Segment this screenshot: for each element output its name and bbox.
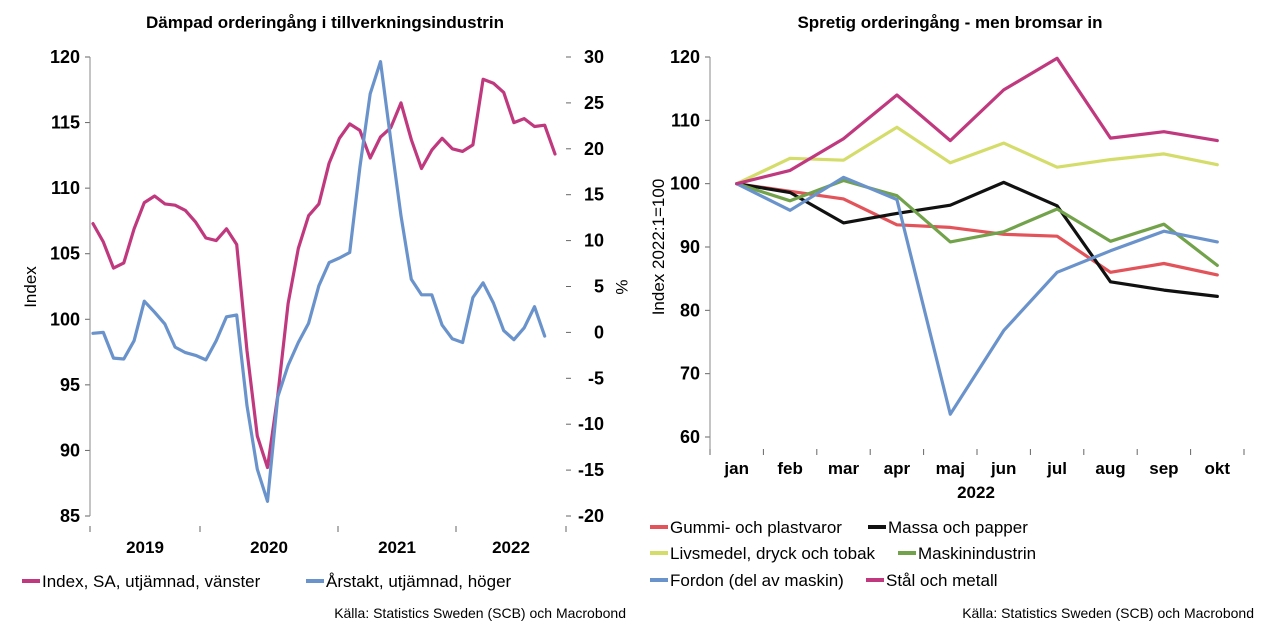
chart-left-x-axis: 2019 2020 2021 2022 xyxy=(89,526,567,557)
chart-left-y2-axis: 30 25 20 15 10 5 0 -5 -10 -15 -20 xyxy=(566,47,604,526)
y2-tick-label: 25 xyxy=(584,93,604,113)
series-line xyxy=(735,125,1219,186)
legend-label: Stål och metall xyxy=(886,571,998,590)
series-line xyxy=(735,56,1219,186)
legend-label: Gummi- och plastvaror xyxy=(670,518,842,537)
chart-left-y-axis-label: Index xyxy=(21,266,40,308)
series-line xyxy=(91,77,557,470)
y-tick-label: 85 xyxy=(60,506,80,526)
y-tick-label: 90 xyxy=(60,440,80,460)
x-tick-label: sep xyxy=(1149,459,1178,478)
legend-label: Massa och papper xyxy=(888,518,1028,537)
x-tick-label: feb xyxy=(777,459,803,478)
legend-label: Livsmedel, dryck och tobak xyxy=(670,544,876,563)
chart-right-source: Källa: Statistics Sweden (SCB) och Macro… xyxy=(962,605,1254,621)
series-line xyxy=(735,178,1219,267)
y-tick-label: 105 xyxy=(50,244,80,264)
y-tick-label: 110 xyxy=(671,110,700,130)
y-tick-label: 120 xyxy=(50,47,80,67)
x-tick-label: maj xyxy=(936,459,965,478)
x-tick-label: aug xyxy=(1095,459,1125,478)
x-tick-label: okt xyxy=(1205,459,1231,478)
x-tick-label: 2020 xyxy=(250,538,288,557)
chart-left-title: Dämpad orderingång i tillverkningsindust… xyxy=(146,13,504,32)
chart-right-y-axis: 120 110 100 90 80 70 60 xyxy=(670,47,711,449)
y-tick-label: 100 xyxy=(670,174,700,194)
x-tick-label: mar xyxy=(828,459,860,478)
chart-left-y-axis: 120 115 110 105 100 95 90 85 xyxy=(50,47,91,526)
series-line xyxy=(735,180,1219,298)
y2-tick-label: -15 xyxy=(578,460,604,480)
y-tick-label: 80 xyxy=(680,300,700,320)
chart-right-x-axis: jan feb mar apr maj jun jul aug sep okt xyxy=(709,449,1245,478)
chart-right: Spretig orderingång - men bromsar in 120… xyxy=(649,13,1254,621)
y2-tick-label: -20 xyxy=(578,506,604,526)
y-tick-label: 100 xyxy=(50,309,80,329)
chart-left-y2-axis-label: % xyxy=(612,279,631,294)
chart-right-legend: Gummi- och plastvaror Massa och papper Liv… xyxy=(650,518,1036,590)
y2-tick-label: 15 xyxy=(584,185,604,205)
chart-left-legend: Index, SA, utjämnad, vänster Årstakt, utj… xyxy=(22,572,512,591)
y-tick-label: 120 xyxy=(670,47,700,67)
y2-tick-label: 0 xyxy=(594,322,604,342)
y2-tick-label: -5 xyxy=(588,368,604,388)
x-tick-label: jun xyxy=(990,459,1017,478)
legend-label: Index, SA, utjämnad, vänster xyxy=(42,572,261,591)
series-line xyxy=(735,175,1219,416)
chart-right-title: Spretig orderingång - men bromsar in xyxy=(797,13,1102,32)
chart-left: Dämpad orderingång i tillverkningsindust… xyxy=(21,13,631,621)
y2-tick-label: 10 xyxy=(584,231,604,251)
x-tick-label: apr xyxy=(884,459,911,478)
y-tick-label: 60 xyxy=(680,427,700,447)
chart-right-x-axis-label: 2022 xyxy=(957,483,995,502)
x-tick-label: 2022 xyxy=(492,538,530,557)
legend-label: Årstakt, utjämnad, höger xyxy=(326,572,512,591)
chart-left-plot xyxy=(91,59,557,503)
chart-left-source: Källa: Statistics Sweden (SCB) och Macro… xyxy=(334,605,626,621)
y2-tick-label: 5 xyxy=(594,277,604,297)
series-line xyxy=(91,59,547,503)
chart-right-y-axis-label: Index 2022:1=100 xyxy=(649,179,668,316)
y-tick-label: 110 xyxy=(51,178,80,198)
x-tick-label: jan xyxy=(723,459,749,478)
x-tick-label: jul xyxy=(1046,459,1067,478)
y2-tick-label: 30 xyxy=(584,47,604,67)
y2-tick-label: 20 xyxy=(584,139,604,159)
y-tick-label: 70 xyxy=(680,364,700,384)
y-tick-label: 95 xyxy=(60,375,80,395)
y2-tick-label: -10 xyxy=(578,414,604,434)
x-tick-label: 2021 xyxy=(378,538,416,557)
y-tick-label: 90 xyxy=(680,237,700,257)
legend-label: Maskinindustrin xyxy=(918,544,1036,563)
x-tick-label: 2019 xyxy=(126,538,164,557)
chart-right-plot xyxy=(735,56,1219,416)
legend-label: Fordon (del av maskin) xyxy=(670,571,844,590)
y-tick-label: 115 xyxy=(51,113,80,133)
